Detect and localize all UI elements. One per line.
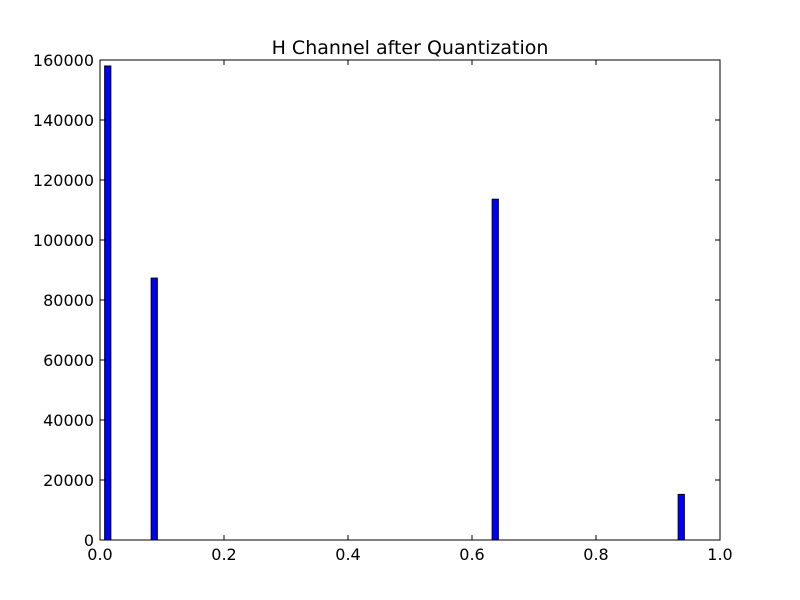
histogram-bar (677, 493, 685, 541)
y-tick-label: 40000 (43, 411, 94, 430)
y-tick-label: 20000 (43, 471, 94, 490)
y-axis: 0 20000 40000 60000 80000 100000 120000 140000 1… (33, 51, 720, 550)
y-tick-label: 140000 (33, 111, 94, 130)
chart-title: H Channel after Quantization (272, 37, 549, 59)
x-axis: 0.0 0.2 0.4 0.6 0.8 1.0 (87, 60, 733, 564)
histogram-bar (491, 198, 499, 541)
y-tick-label: 120000 (33, 171, 94, 190)
y-tick-label: 80000 (43, 291, 94, 310)
x-tick-label: 0.2 (211, 545, 236, 564)
histogram-bar (104, 65, 112, 541)
y-tick-label: 160000 (33, 51, 94, 70)
x-tick-label: 0.0 (87, 545, 112, 564)
x-tick-label: 0.6 (459, 545, 484, 564)
x-tick-label: 0.8 (583, 545, 608, 564)
y-tick-label: 100000 (33, 231, 94, 250)
y-tick-label: 60000 (43, 351, 94, 370)
y-tick-label: 0 (84, 531, 94, 550)
x-tick-label: 0.4 (335, 545, 360, 564)
histogram-bar (150, 277, 158, 541)
x-tick-label: 1.0 (707, 545, 732, 564)
